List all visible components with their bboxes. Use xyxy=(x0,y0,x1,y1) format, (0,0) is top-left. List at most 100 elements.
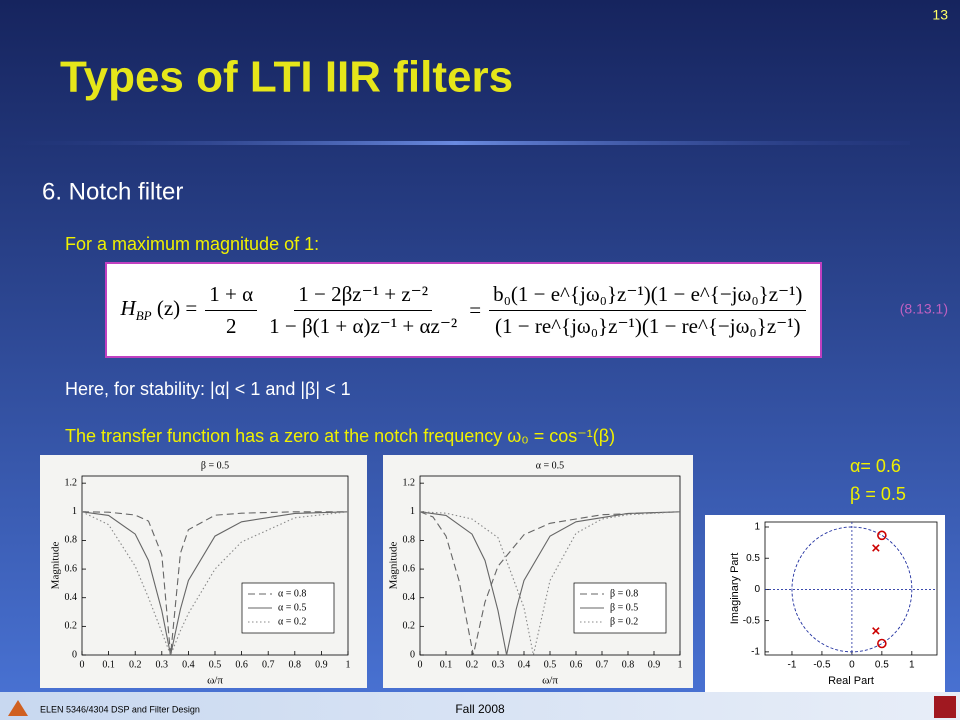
x-tick-label: -0.5 xyxy=(813,660,831,671)
x-tick-label: 0.7 xyxy=(262,659,275,670)
x-tick-label: -1 xyxy=(788,660,797,671)
eq-text: b₀(1 − e^{jω₀}z⁻¹)(1 − e^{−jω₀}z⁻¹) xyxy=(489,282,807,311)
plot-image xyxy=(40,455,367,688)
zero-marker xyxy=(877,530,887,541)
y-tick-label: -1 xyxy=(751,647,760,658)
page-number: 13 xyxy=(932,7,948,23)
x-tick-label: 0.3 xyxy=(156,659,169,670)
y-tick-label: -0.5 xyxy=(743,615,761,626)
x-axis-label: ω/π xyxy=(542,675,558,687)
eq-text: = xyxy=(469,297,482,322)
x-tick-label: 0.4 xyxy=(182,659,195,670)
param-label: α= 0.6 xyxy=(850,456,901,476)
y-tick-label: 0 xyxy=(410,649,415,660)
y-tick-label: 0 xyxy=(72,649,77,660)
x-tick-label: 0.4 xyxy=(518,659,531,670)
x-tick-label: 0.9 xyxy=(315,659,328,670)
y-tick-label: 0.4 xyxy=(403,592,416,603)
y-axis-label: Magnitude xyxy=(50,542,62,590)
zero-marker xyxy=(877,638,887,649)
x-tick-label: 0.2 xyxy=(129,659,142,670)
x-tick-label: 1 xyxy=(346,659,351,670)
x-tick-label: 0.1 xyxy=(102,659,115,670)
y-tick-label: 1 xyxy=(754,522,760,533)
plot-frame xyxy=(764,521,938,656)
x-tick-label: 1 xyxy=(678,659,683,670)
y-tick-label: 0.5 xyxy=(746,553,760,564)
x-tick-label: 0.6 xyxy=(235,659,248,670)
x-tick-label: 0.5 xyxy=(544,659,557,670)
y-tick-label: 1.2 xyxy=(403,477,416,488)
y-tick-label: 1 xyxy=(410,506,415,517)
footer-emblem xyxy=(934,696,956,718)
x-tick-label: 0.8 xyxy=(289,659,302,670)
y-tick-label: 0.2 xyxy=(65,621,78,632)
eq-text: (1 − re^{jω₀}z⁻¹)(1 − re^{−jω₀}z⁻¹) xyxy=(495,313,801,338)
unit-circle xyxy=(791,526,913,653)
fraction: b₀(1 − e^{jω₀}z⁻¹)(1 − e^{−jω₀}z⁻¹) (1 − … xyxy=(489,282,807,339)
x-axis-label: Real Part xyxy=(828,675,874,687)
footer-bar xyxy=(0,692,960,720)
x-axis-label: ω/π xyxy=(207,675,223,687)
eq-text: 1 − 2βz⁻¹ + z⁻² xyxy=(294,282,433,311)
heading: 6. Notch filter xyxy=(42,178,183,205)
legend-label: β = 0.8 xyxy=(610,588,638,599)
plot-image xyxy=(383,455,693,688)
series-line xyxy=(81,511,349,656)
stability-text: Here, for stability: |α| < 1 and |β| < 1 xyxy=(65,379,351,399)
y-tick-label: 0.6 xyxy=(403,563,416,574)
x-tick-label: 0.1 xyxy=(440,659,453,670)
title-rule xyxy=(0,141,910,145)
zero-note: The transfer function has a zero at the … xyxy=(65,426,615,446)
y-tick-label: 1 xyxy=(72,506,77,517)
series-line xyxy=(419,511,681,656)
footer-course: ELEN 5346/4304 DSP and Filter Design xyxy=(40,704,200,714)
plot-title: β = 0.5 xyxy=(201,460,229,471)
x-tick-label: 0.9 xyxy=(648,659,661,670)
legend-label: β = 0.2 xyxy=(610,616,638,627)
y-tick-label: 0.6 xyxy=(65,563,78,574)
fraction: 1 − 2βz⁻¹ + z⁻² 1 − β(1 + α)z⁻¹ + αz⁻² xyxy=(265,282,461,339)
eq-text: 1 − β(1 + α)z⁻¹ + αz⁻² xyxy=(269,313,458,338)
plot-title: α = 0.5 xyxy=(536,460,564,471)
footer-logo xyxy=(8,700,28,716)
legend-label: α = 0.5 xyxy=(278,602,306,613)
eq-text: BP xyxy=(135,308,152,324)
param-label: β = 0.5 xyxy=(850,484,906,504)
eq-text: 2 xyxy=(225,313,237,338)
eq-text: H xyxy=(120,295,136,320)
x-tick-label: 0.8 xyxy=(622,659,635,670)
legend-label: α = 0.2 xyxy=(278,616,306,627)
series-line xyxy=(81,511,348,656)
y-tick-label: 0.8 xyxy=(65,535,78,546)
y-axis-label: Magnitude xyxy=(388,542,400,590)
x-tick-label: 0.5 xyxy=(875,660,889,671)
legend-label: α = 0.8 xyxy=(278,588,306,599)
x-tick-label: 0 xyxy=(80,659,85,670)
equation-lhs: HBP (z) = xyxy=(121,296,198,324)
eq-text: (z) = xyxy=(156,295,198,320)
x-tick-label: 1 xyxy=(909,660,915,671)
series-line xyxy=(419,511,681,656)
footer-term: Fall 2008 xyxy=(455,702,505,716)
series-line xyxy=(419,511,681,656)
legend-label: β = 0.5 xyxy=(610,602,638,613)
x-tick-label: 0 xyxy=(849,660,855,671)
x-tick-label: 0.2 xyxy=(466,659,479,670)
x-tick-label: 0.5 xyxy=(209,659,222,670)
equation-number: (8.13.1) xyxy=(900,301,948,317)
eq-text: 1 + α xyxy=(205,282,258,311)
y-tick-label: 0.2 xyxy=(403,621,416,632)
y-tick-label: 0.8 xyxy=(403,535,416,546)
x-tick-label: 0.7 xyxy=(596,659,609,670)
x-tick-label: 0.6 xyxy=(570,659,583,670)
pole-marker xyxy=(872,544,880,552)
y-tick-label: 1.2 xyxy=(65,477,78,488)
slide-title: Types of LTI IIR filters xyxy=(60,53,513,102)
x-tick-label: 0 xyxy=(418,659,423,670)
y-tick-label: 0 xyxy=(754,584,760,595)
x-tick-label: 0.3 xyxy=(492,659,505,670)
